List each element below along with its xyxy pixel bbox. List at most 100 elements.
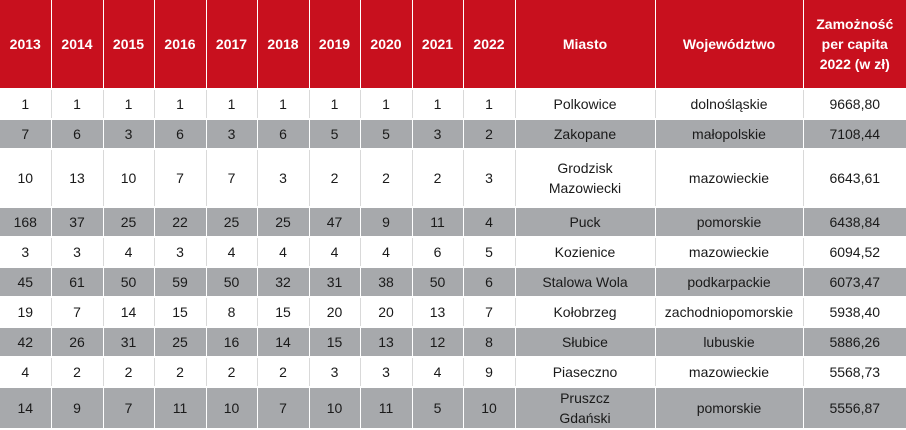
rank-2021: 12 xyxy=(412,326,464,357)
city-cell: Puck xyxy=(515,206,656,237)
header-wealth: Zamożność per capita 2022 (w zł) xyxy=(803,0,906,89)
rank-2013: 1 xyxy=(0,88,52,119)
wealth-cell: 6094,52 xyxy=(803,236,906,267)
rank-2013: 3 xyxy=(0,236,52,267)
rank-2016: 6 xyxy=(154,118,207,149)
rank-2022: 7 xyxy=(463,296,516,327)
rank-2021: 6 xyxy=(412,236,464,267)
wealth-cell: 6438,84 xyxy=(803,206,906,237)
header-2018: 2018 xyxy=(257,0,310,89)
rank-2018: 2 xyxy=(257,356,310,387)
header-row: 2013 2014 2015 2016 2017 2018 2019 2020 … xyxy=(0,0,906,89)
voivodeship-cell: podkarpackie xyxy=(655,266,804,297)
table-row: 45 61 50 59 50 32 31 38 50 6 Stalowa Wola podkarpac… xyxy=(0,266,906,297)
rank-2021: 13 xyxy=(412,296,464,327)
table-row: 10 13 10 7 7 3 2 2 2 3 Grodzisk Mazowiecki mazowiec… xyxy=(0,148,906,207)
rank-2016: 7 xyxy=(154,148,207,207)
rank-2016: 59 xyxy=(154,266,207,297)
rank-2014: 13 xyxy=(51,148,104,207)
rank-2019: 5 xyxy=(309,118,361,149)
rank-2019: 10 xyxy=(309,386,361,428)
rank-2013: 42 xyxy=(0,326,52,357)
rank-2016: 22 xyxy=(154,206,207,237)
rank-2019: 20 xyxy=(309,296,361,327)
rank-2020: 13 xyxy=(360,326,413,357)
wealth-cell: 6643,61 xyxy=(803,148,906,207)
rank-2014: 9 xyxy=(51,386,104,428)
rank-2015: 1 xyxy=(103,88,155,119)
city-cell: Kozienice xyxy=(515,236,656,267)
rank-2022: 3 xyxy=(463,148,516,207)
rank-2020: 9 xyxy=(360,206,413,237)
rank-2018: 32 xyxy=(257,266,310,297)
city-cell: Słubice xyxy=(515,326,656,357)
header-2022: 2022 xyxy=(463,0,516,89)
rank-2022: 8 xyxy=(463,326,516,357)
rank-2017: 4 xyxy=(206,236,258,267)
header-voivodeship: Województwo xyxy=(655,0,804,89)
voivodeship-cell: mazowieckie xyxy=(655,148,804,207)
voivodeship-cell: małopolskie xyxy=(655,118,804,149)
rank-2021: 4 xyxy=(412,356,464,387)
rank-2018: 14 xyxy=(257,326,310,357)
rank-2022: 5 xyxy=(463,236,516,267)
rank-2014: 7 xyxy=(51,296,104,327)
city-cell: Kołobrzeg xyxy=(515,296,656,327)
voivodeship-cell: mazowieckie xyxy=(655,356,804,387)
rank-2015: 2 xyxy=(103,356,155,387)
voivodeship-cell: zachodniopomorskie xyxy=(655,296,804,327)
rank-2015: 4 xyxy=(103,236,155,267)
rank-2019: 1 xyxy=(309,88,361,119)
table-row: 1 1 1 1 1 1 1 1 1 1 Polkowice dolnośląskie 9668,80 xyxy=(0,88,906,119)
rank-2013: 10 xyxy=(0,148,52,207)
header-2020: 2020 xyxy=(360,0,413,89)
city-cell: Polkowice xyxy=(515,88,656,119)
table-body: 1 1 1 1 1 1 1 1 1 1 Polkowice dolnośląskie 9668,80 7 6… xyxy=(0,88,906,428)
rank-2020: 11 xyxy=(360,386,413,428)
rank-2015: 10 xyxy=(103,148,155,207)
rank-2017: 16 xyxy=(206,326,258,357)
table-row: 14 9 7 11 10 7 10 11 5 10 Pruszcz Gdański pomorskie… xyxy=(0,386,906,428)
rank-2018: 25 xyxy=(257,206,310,237)
rank-2022: 6 xyxy=(463,266,516,297)
rank-2015: 25 xyxy=(103,206,155,237)
rank-2016: 11 xyxy=(154,386,207,428)
rank-2016: 3 xyxy=(154,236,207,267)
rank-2013: 19 xyxy=(0,296,52,327)
rank-2020: 3 xyxy=(360,356,413,387)
rank-2018: 1 xyxy=(257,88,310,119)
rank-2017: 8 xyxy=(206,296,258,327)
rank-2021: 1 xyxy=(412,88,464,119)
rank-2013: 45 xyxy=(0,266,52,297)
rank-2013: 14 xyxy=(0,386,52,428)
wealth-cell: 5556,87 xyxy=(803,386,906,428)
header-city: Miasto xyxy=(515,0,656,89)
rank-2017: 7 xyxy=(206,148,258,207)
table-row: 3 3 4 3 4 4 4 4 6 5 Kozienice mazowieckie 6094,52 xyxy=(0,236,906,267)
rank-2018: 6 xyxy=(257,118,310,149)
rank-2018: 15 xyxy=(257,296,310,327)
rank-2014: 6 xyxy=(51,118,104,149)
wealth-cell: 5568,73 xyxy=(803,356,906,387)
city-cell: Stalowa Wola xyxy=(515,266,656,297)
rank-2022: 1 xyxy=(463,88,516,119)
rank-2019: 2 xyxy=(309,148,361,207)
rank-2022: 4 xyxy=(463,206,516,237)
header-2015: 2015 xyxy=(103,0,155,89)
rank-2021: 2 xyxy=(412,148,464,207)
voivodeship-cell: pomorskie xyxy=(655,386,804,428)
rank-2015: 3 xyxy=(103,118,155,149)
rank-2017: 50 xyxy=(206,266,258,297)
rank-2020: 20 xyxy=(360,296,413,327)
rank-2017: 3 xyxy=(206,118,258,149)
table-row: 4 2 2 2 2 2 3 3 4 9 Piaseczno mazowieckie 5568,73 xyxy=(0,356,906,387)
rank-2016: 25 xyxy=(154,326,207,357)
wealth-cell: 7108,44 xyxy=(803,118,906,149)
rank-2021: 3 xyxy=(412,118,464,149)
rank-2016: 2 xyxy=(154,356,207,387)
rank-2014: 26 xyxy=(51,326,104,357)
rank-2017: 10 xyxy=(206,386,258,428)
rank-2020: 1 xyxy=(360,88,413,119)
rank-2022: 10 xyxy=(463,386,516,428)
